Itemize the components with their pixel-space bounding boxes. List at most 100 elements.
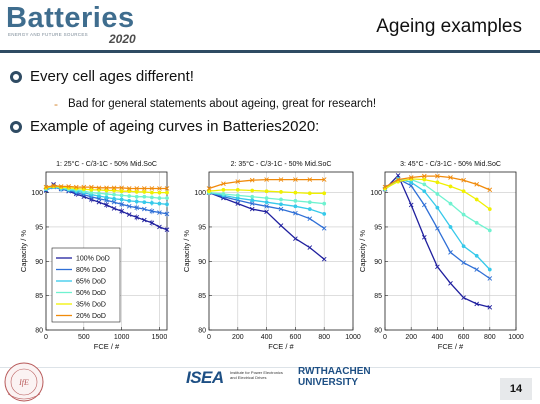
bullet-item-2: Example of ageing curves in Batteries202… — [10, 118, 320, 135]
data-point — [149, 186, 155, 191]
data-point — [134, 186, 140, 191]
data-point — [89, 187, 94, 192]
data-point — [157, 201, 162, 206]
data-point — [96, 185, 102, 191]
data-point — [278, 206, 284, 212]
data-point — [104, 185, 109, 191]
data-point — [112, 188, 117, 193]
header-rule — [0, 50, 540, 53]
data-point — [322, 211, 327, 216]
slide-title: Ageing examples — [376, 16, 522, 37]
y-tick-label: 90 — [374, 259, 382, 266]
data-point — [111, 185, 117, 191]
data-point — [408, 175, 414, 180]
data-point — [448, 175, 453, 180]
data-point — [474, 220, 479, 225]
data-point — [221, 187, 226, 192]
dash-icon: - — [54, 97, 58, 111]
svg-text:IfE: IfE — [18, 378, 29, 387]
data-point — [221, 181, 226, 186]
bullet-text-1: Every cell ages different! — [30, 68, 194, 85]
data-point — [235, 179, 241, 184]
data-point — [279, 197, 283, 202]
data-point — [250, 198, 255, 203]
x-tick-label: 600 — [458, 334, 470, 341]
data-point — [321, 256, 327, 262]
chart-title: 1: 25°C - C/3-1C - 50% Mid.SoC — [56, 160, 157, 168]
data-point — [293, 204, 298, 209]
data-point — [435, 180, 440, 185]
data-point — [278, 223, 284, 228]
data-point — [307, 216, 313, 222]
plot-frame — [45, 171, 168, 331]
data-point — [157, 210, 162, 215]
legend-box — [51, 247, 121, 323]
data-point — [250, 188, 255, 193]
x-tick-label: 200 — [232, 334, 244, 341]
rwth-logo: RWTHAACHEN UNIVERSITY — [298, 366, 371, 390]
data-point — [134, 194, 139, 199]
x-tick-label: 400 — [432, 334, 444, 341]
data-point — [206, 186, 212, 191]
data-point — [157, 196, 162, 201]
y-tick-label: 95 — [198, 224, 206, 231]
data-point — [126, 204, 132, 209]
data-point — [157, 186, 162, 191]
data-point — [293, 177, 298, 182]
data-point — [487, 207, 492, 212]
data-point — [307, 191, 312, 196]
data-point — [142, 200, 147, 205]
data-point — [264, 177, 269, 182]
page-number: 14 — [500, 378, 532, 400]
data-point — [307, 200, 312, 205]
y-tick-label: 85 — [374, 293, 382, 300]
data-point — [293, 198, 298, 203]
sub-bullet-text: Bad for general statements about ageing,… — [68, 98, 377, 110]
data-point — [474, 267, 480, 272]
data-point — [119, 189, 124, 194]
x-tick-label: 400 — [261, 334, 273, 341]
data-point — [421, 202, 427, 208]
data-point — [461, 244, 466, 249]
y-axis-label: Capacity / % — [358, 230, 367, 272]
bullet-circle-icon — [10, 121, 22, 133]
x-axis-label: FCE / # — [438, 342, 464, 351]
data-point — [293, 190, 298, 195]
data-point — [249, 177, 255, 183]
data-point — [474, 182, 480, 187]
data-point — [264, 200, 269, 205]
data-point — [58, 184, 64, 189]
data-point — [293, 236, 298, 241]
data-point — [264, 196, 269, 201]
data-point — [142, 194, 147, 199]
data-point — [264, 189, 269, 194]
data-point — [73, 184, 79, 190]
data-point — [307, 245, 313, 250]
data-point — [422, 189, 427, 194]
data-point — [149, 195, 154, 200]
data-point — [307, 207, 312, 212]
rwth-wordmark: RWTHAACHEN — [298, 366, 371, 377]
logo-wordmark: Batteries — [6, 2, 135, 34]
y-tick-label: 100 — [31, 190, 43, 197]
bullet-text-2: Example of ageing curves in Batteries202… — [30, 118, 320, 135]
y-tick-label: 100 — [194, 190, 206, 197]
x-tick-label: 600 — [290, 334, 302, 341]
data-point — [474, 301, 480, 307]
data-point — [235, 187, 240, 192]
data-point — [51, 183, 56, 189]
data-point — [448, 201, 453, 206]
data-point — [435, 173, 440, 179]
data-point — [81, 184, 87, 190]
data-point — [126, 186, 132, 191]
isea-subtitle: Institute for Power Electronics and Elec… — [230, 370, 283, 380]
x-tick-label: 1000 — [345, 334, 361, 341]
x-tick-label: 1500 — [152, 334, 168, 341]
data-point — [119, 193, 124, 198]
y-tick-label: 85 — [35, 293, 43, 300]
data-point — [422, 177, 427, 182]
bullet-item-1: Every cell ages different! — [10, 68, 194, 85]
data-point — [96, 191, 101, 196]
data-point — [487, 267, 492, 272]
